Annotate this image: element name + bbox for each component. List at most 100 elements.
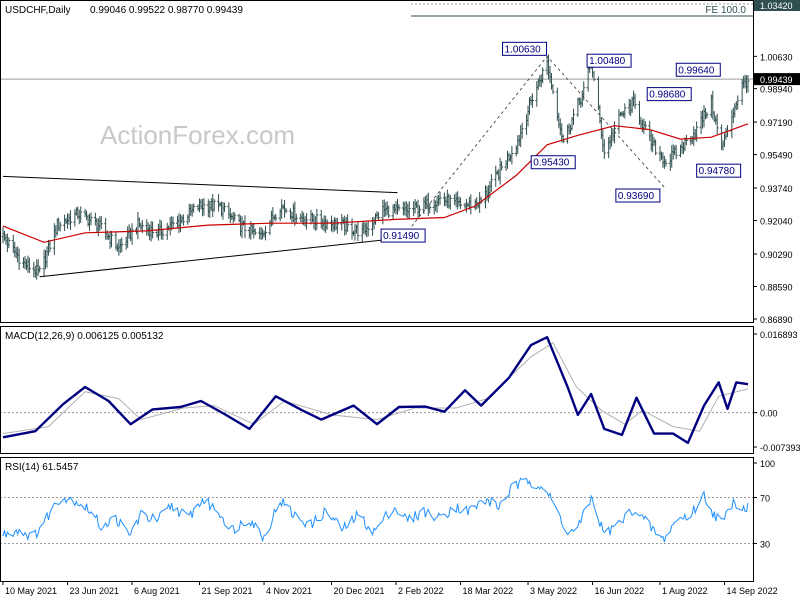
ohlc-bar [448, 194, 452, 210]
price-annotation: 0.91490 [380, 228, 426, 243]
ohlc-bar [222, 202, 226, 213]
price-annotation-label: 1.00480 [589, 56, 626, 67]
ohlc-bar [715, 113, 719, 135]
price-annotation: 0.93690 [615, 188, 661, 203]
price-plot: FE 100.0 0.91490 1.00630 1.00480 0.95430 0.93… [1, 3, 753, 280]
ohlc-bar [120, 237, 124, 253]
ohlc-bar [356, 221, 360, 242]
price-annotation-box [615, 188, 661, 203]
rsi-tick-label: 30 [760, 540, 770, 550]
price-annotation-label: 0.95430 [533, 158, 570, 169]
ohlc-bar [530, 93, 534, 108]
rsi-y-axis: 100 70 30 [753, 459, 775, 550]
date-x-axis: 10 May 2021 23 Jun 2021 6 Aug 2021 21 Sep 2… [2, 581, 778, 596]
price-annotation-box [675, 62, 721, 77]
ohlc-bar [407, 201, 411, 220]
price-tick-label: 0.86890 [760, 315, 793, 325]
last-price-label: 0.99439 [760, 75, 793, 85]
ohlc-bar [79, 206, 83, 223]
price-annotation-box [586, 53, 632, 68]
ohlc-bar [602, 139, 606, 159]
ohlc-bar [161, 229, 165, 240]
rsi-line [2, 477, 749, 543]
macd-y-axis: 0.016893 0.00 -0.007393 [753, 330, 800, 453]
ohlc-bar [274, 213, 278, 222]
last-price-box [754, 73, 800, 86]
ohlc-bar [99, 215, 103, 230]
date-tick-label: 23 Jun 2021 [70, 586, 120, 596]
ohlc-bar [746, 75, 750, 93]
price-tick-label: 0.92040 [760, 217, 793, 227]
ohlc-bar [27, 257, 31, 274]
ohlc-bar [17, 248, 21, 270]
ohlc-bar [171, 216, 175, 229]
ohlc-bar [376, 212, 380, 221]
date-tick-label: 1 Aug 2022 [662, 586, 708, 596]
ohlc-bar [294, 213, 298, 224]
rsi-tick-label: 70 [760, 494, 770, 504]
ohlc-bar [68, 210, 72, 230]
ohlc-bar [192, 203, 196, 213]
price-annotation: 0.99640 [675, 62, 721, 77]
ohlc-bar [571, 108, 575, 125]
ohlc-bar [264, 225, 268, 241]
ohlc-bar [58, 221, 62, 232]
ohlc-bar [500, 161, 504, 171]
price-annotation-label: 0.94780 [699, 166, 736, 177]
price-tick-label: 0.98940 [760, 85, 793, 95]
ohlc-bar [613, 121, 617, 144]
fe-label: FE 100.0 [705, 5, 746, 16]
date-tick-label: 2 Feb 2022 [398, 586, 444, 596]
ohlc-bar [654, 139, 658, 156]
ohlc-bar [89, 212, 93, 226]
price-tick-label: 0.97190 [760, 118, 793, 128]
date-tick-label: 14 Sep 2022 [727, 586, 778, 596]
price-annotation-label: 0.98680 [649, 90, 686, 101]
ohlc-bar [664, 158, 668, 167]
ohlc-bar [520, 122, 524, 139]
price-annotation-label: 0.99640 [678, 65, 715, 76]
price-annotation-label: 0.91490 [383, 231, 420, 242]
ohlc-bar [346, 214, 350, 232]
ohlc-bar [510, 145, 514, 165]
price-annotation: 0.94780 [696, 163, 742, 178]
ohlc-bar [417, 205, 421, 217]
date-tick-label: 3 May 2022 [530, 586, 577, 596]
price-annotation-label: 1.00630 [505, 44, 542, 55]
moving-average-line [2, 123, 749, 243]
ohlc-bar [684, 134, 688, 146]
ohlc-bar [674, 144, 678, 160]
date-tick-label: 18 Mar 2022 [463, 586, 514, 596]
macd-tick-label: 0.00 [760, 409, 778, 419]
macd-title: MACD(12,26,9) 0.006125 0.005132 [5, 331, 164, 342]
price-annotation: 1.00630 [502, 41, 548, 56]
watermark: ActionForex.com [100, 120, 295, 150]
macd-line [2, 336, 749, 445]
date-tick-label: 20 Dec 2021 [334, 586, 385, 596]
date-tick-label: 21 Sep 2021 [202, 586, 253, 596]
ohlc-bar [110, 230, 114, 248]
ohlc-bar [253, 228, 257, 236]
price-tick-label: 1.00630 [760, 52, 793, 62]
price-title: USDCHF,Daily [5, 5, 71, 16]
top-price-box [754, 0, 800, 11]
date-tick-label: 10 May 2021 [5, 586, 57, 596]
macd-signal-line [2, 342, 749, 435]
macd-plot [1, 336, 753, 445]
ohlc-bar [397, 204, 401, 212]
ohlc-bar [592, 71, 596, 82]
price-annotation-box [502, 41, 548, 56]
price-annotation-box [530, 155, 576, 170]
top-price-label: 1.03420 [760, 1, 793, 11]
ohlc-bar [705, 111, 709, 119]
trendline [39, 238, 398, 278]
price-annotation: 0.98680 [646, 87, 692, 102]
date-tick-label: 6 Aug 2021 [134, 586, 180, 596]
ohlc-bar [181, 214, 185, 226]
price-tick-label: 0.90290 [760, 250, 793, 260]
price-annotation: 0.95430 [530, 155, 576, 170]
rsi-tick-label: 100 [760, 459, 775, 469]
rsi-panel-frame [0, 457, 754, 582]
rsi-title: RSI(14) 61.5457 [5, 462, 79, 473]
